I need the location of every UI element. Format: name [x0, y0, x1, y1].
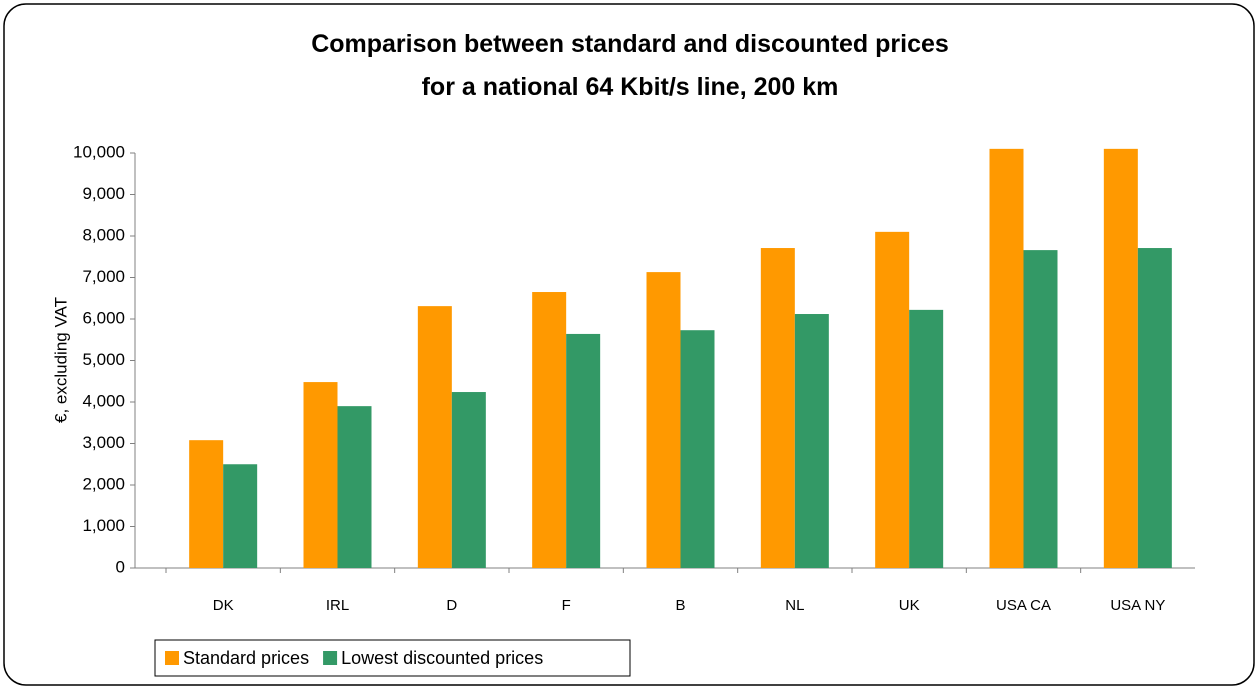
chart-title: Comparison between standard and discount…	[311, 30, 949, 58]
x-tick-label: DK	[213, 597, 234, 614]
y-tick-label: 5,000	[82, 350, 125, 369]
y-tick-label: 10,000	[73, 142, 125, 161]
x-tick-label: IRL	[326, 597, 349, 614]
y-tick-label: 9,000	[82, 184, 125, 203]
legend-swatch	[165, 651, 179, 665]
y-tick-label: 1,000	[82, 516, 125, 535]
bar	[337, 406, 372, 568]
bar	[1103, 148, 1138, 568]
legend-swatch	[323, 651, 338, 665]
y-tick-label: 4,000	[82, 391, 125, 410]
bar	[223, 464, 258, 568]
x-tick-label: F	[562, 597, 571, 614]
bar	[1023, 250, 1058, 569]
legend-label: Lowest discounted prices	[341, 648, 543, 668]
bar	[909, 309, 944, 568]
y-tick-label: 0	[116, 557, 125, 576]
legend-box	[154, 639, 631, 677]
chart-border	[3, 3, 1255, 686]
y-axis-label: €, excluding VAT	[51, 297, 70, 423]
bar	[875, 231, 910, 568]
x-tick-label: B	[675, 597, 685, 614]
y-tick-label: 8,000	[82, 225, 125, 244]
bar	[566, 333, 601, 568]
bar	[189, 440, 224, 568]
x-tick-label: D	[446, 597, 457, 614]
bar	[417, 306, 452, 568]
y-tick-label: 3,000	[82, 433, 125, 452]
bar	[646, 272, 681, 568]
y-tick-label: 7,000	[82, 267, 125, 286]
x-tick-label: UK	[899, 597, 920, 614]
bar	[760, 248, 795, 568]
bar	[1137, 248, 1172, 568]
legend-label: Standard prices	[183, 648, 309, 668]
bar	[680, 330, 715, 568]
bar	[794, 314, 829, 568]
y-tick-label: 6,000	[82, 308, 125, 327]
bar	[989, 148, 1024, 568]
bar	[532, 292, 567, 568]
x-tick-label: USA NY	[1110, 597, 1165, 614]
x-tick-label: USA CA	[996, 597, 1051, 614]
bar	[451, 392, 486, 568]
chart-title: for a national 64 Kbit/s line, 200 km	[422, 73, 839, 101]
bar	[303, 382, 338, 568]
x-tick-label: NL	[785, 597, 804, 614]
y-tick-label: 2,000	[82, 474, 125, 493]
